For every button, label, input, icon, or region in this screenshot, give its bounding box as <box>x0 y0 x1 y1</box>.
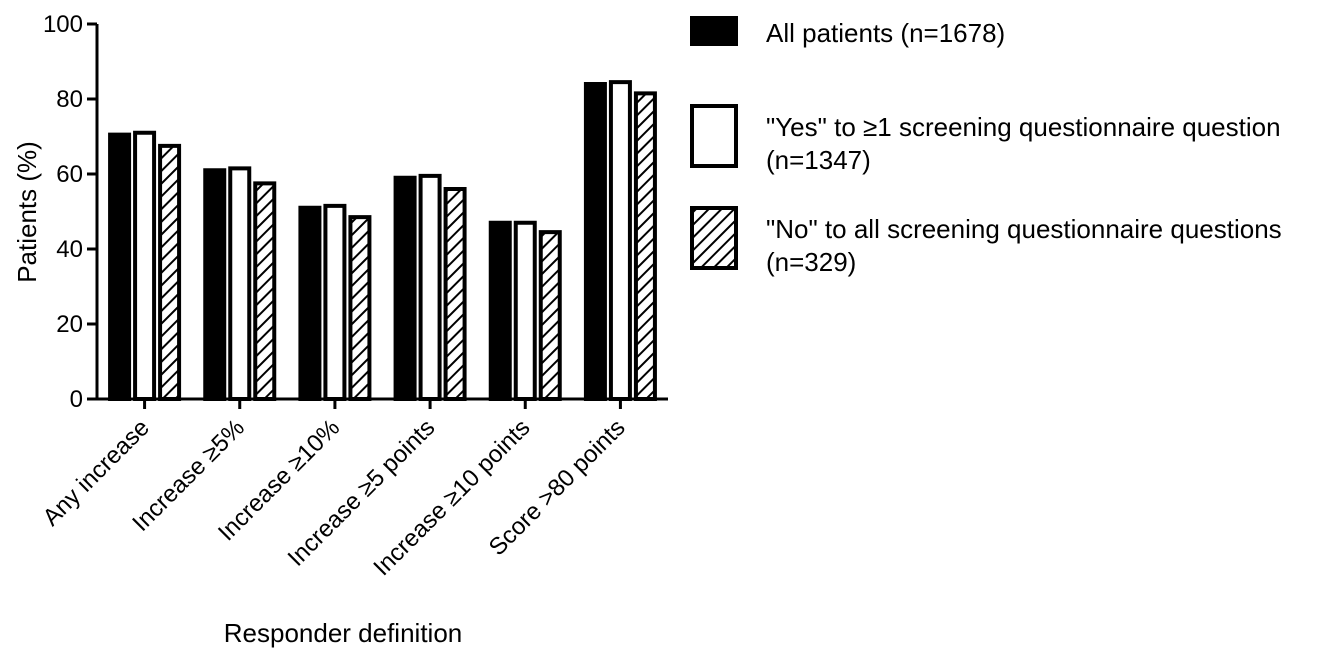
bar <box>348 215 372 401</box>
bar <box>608 80 632 401</box>
legend-label: All patients (n=1678) <box>766 18 1005 48</box>
legend: All patients (n=1678) "Yes" to ≥1 screeni… <box>690 16 1282 277</box>
y-tick-label: 100 <box>43 11 83 38</box>
bar <box>583 82 607 401</box>
y-tick-label: 60 <box>56 161 83 188</box>
y-axis-title: Patients (%) <box>12 141 42 283</box>
bar <box>323 203 347 401</box>
bar <box>228 166 252 401</box>
bar <box>633 91 657 401</box>
legend-label: "Yes" to ≥1 screening questionnaire ques… <box>766 112 1281 142</box>
legend-label: (n=1347) <box>766 145 871 175</box>
bar <box>158 143 182 401</box>
bar <box>513 220 537 401</box>
legend-label: "No" to all screening questionnaire ques… <box>766 214 1282 244</box>
bar <box>393 175 417 401</box>
y-axis: 0 20 40 60 80 100 <box>43 11 99 413</box>
bar <box>253 181 277 401</box>
bar <box>443 187 467 401</box>
x-tick-label: Increase ≥10 points <box>368 414 535 581</box>
y-tick-label: 80 <box>56 86 83 113</box>
bar <box>108 132 132 401</box>
bar <box>538 230 562 401</box>
legend-label: (n=329) <box>766 247 856 277</box>
x-axis-title: Responder definition <box>224 618 463 648</box>
legend-swatch <box>690 206 738 270</box>
bar <box>298 205 322 401</box>
y-tick-label: 0 <box>70 386 83 413</box>
y-tick-label: 40 <box>56 236 83 263</box>
bar <box>203 168 227 401</box>
bar <box>133 130 157 401</box>
legend-swatch <box>690 16 738 46</box>
bars <box>108 80 657 401</box>
bar <box>418 173 442 401</box>
legend-swatch <box>690 104 738 168</box>
y-tick-label: 20 <box>56 311 83 338</box>
bar <box>488 220 512 401</box>
